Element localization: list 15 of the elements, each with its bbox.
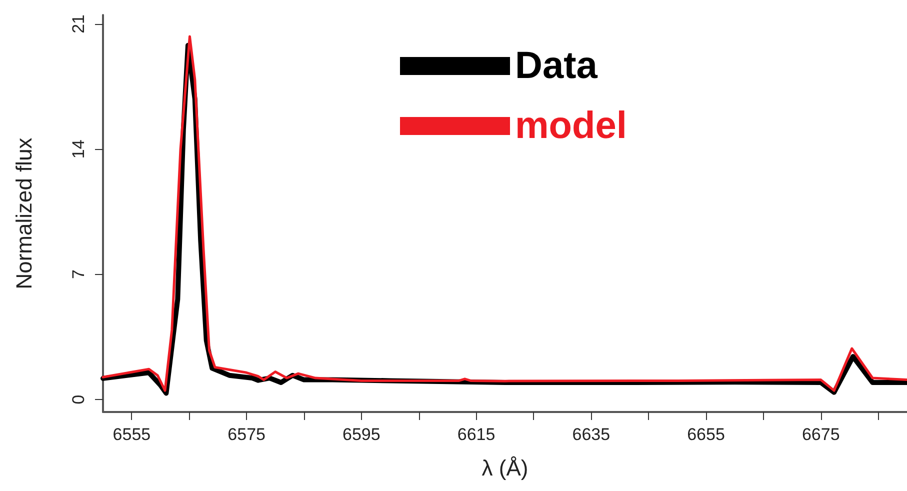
x-tick-label: 6615 (457, 425, 496, 444)
y-tick-label: 7 (69, 270, 88, 280)
x-tick-label: 6675 (802, 425, 840, 444)
x-tick-label: 6555 (112, 425, 151, 444)
x-axis-title: λ (Å) (482, 456, 528, 480)
y-tick-label: 0 (69, 394, 88, 404)
legend-label: Data (515, 45, 598, 87)
x-tick-label: 6595 (342, 425, 380, 444)
legend-label: model (515, 105, 627, 147)
x-tick-label: 6635 (572, 425, 610, 444)
x-tick-label: 6575 (228, 425, 266, 444)
y-tick-label: 21 (69, 14, 88, 34)
y-axis-title: Normalized flux (12, 138, 36, 290)
y-tick-label: 14 (69, 140, 88, 159)
x-tick-label: 6655 (687, 425, 725, 444)
